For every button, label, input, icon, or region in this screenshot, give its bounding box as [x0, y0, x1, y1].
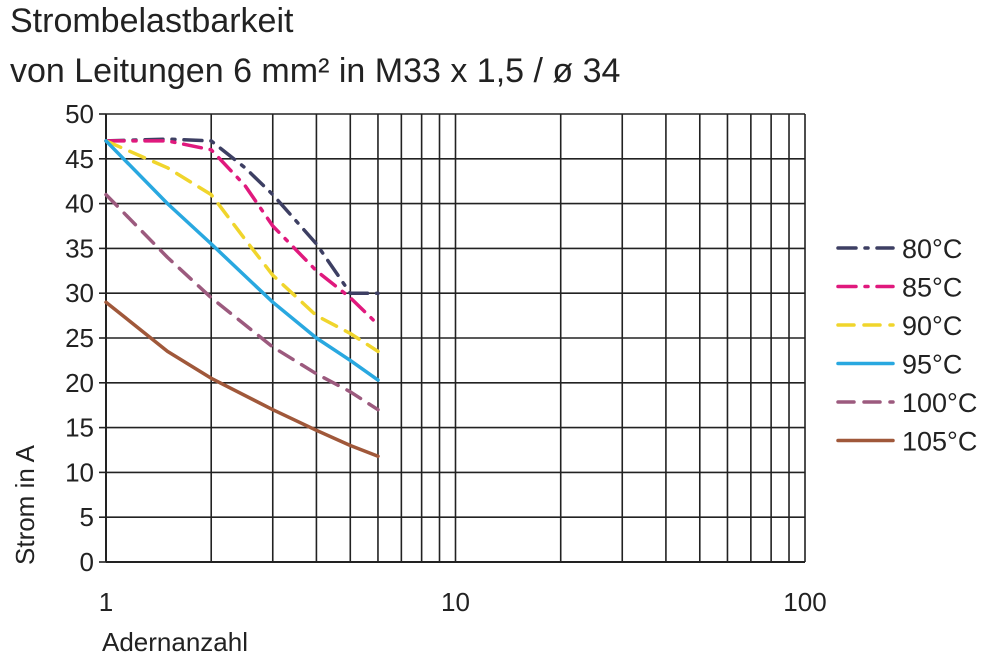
y-tick-label: 30	[65, 278, 94, 308]
series-line-90c	[104, 139, 380, 354]
series-line-95c	[104, 139, 380, 382]
x-axis-label: Adernanzahl	[102, 627, 248, 657]
series-line-80c	[104, 137, 380, 295]
y-tick-label: 45	[65, 144, 94, 174]
series-line-100c	[104, 192, 380, 412]
y-tick-label: 10	[65, 457, 94, 487]
y-tick-label: 5	[80, 502, 94, 532]
legend-label: 85°C	[902, 273, 962, 303]
legend-label: 105°C	[902, 427, 977, 457]
y-tick-label: 0	[80, 547, 94, 577]
legend-label: 95°C	[902, 350, 962, 380]
y-tick-label: 35	[65, 233, 94, 263]
x-tick-label: 1	[99, 587, 113, 617]
y-tick-label: 15	[65, 413, 94, 443]
x-tick-label: 100	[783, 587, 826, 617]
legend-label: 100°C	[902, 388, 977, 418]
y-tick-label: 25	[65, 323, 94, 353]
y-axis-label: Strom in A	[10, 444, 40, 565]
legend-label: 90°C	[902, 311, 962, 341]
y-tick-label: 40	[65, 189, 94, 219]
x-tick-label: 10	[441, 587, 470, 617]
y-tick-label: 20	[65, 368, 94, 398]
y-tick-label: 50	[65, 99, 94, 129]
legend-label: 80°C	[902, 234, 962, 264]
series-line-85c	[104, 139, 380, 327]
chart-title-line-2: von Leitungen 6 mm² in M33 x 1,5 / ø 34	[10, 52, 621, 90]
series-line-105c	[104, 300, 380, 459]
chart-title-line-1: Strombelastbarkeit	[10, 2, 294, 40]
